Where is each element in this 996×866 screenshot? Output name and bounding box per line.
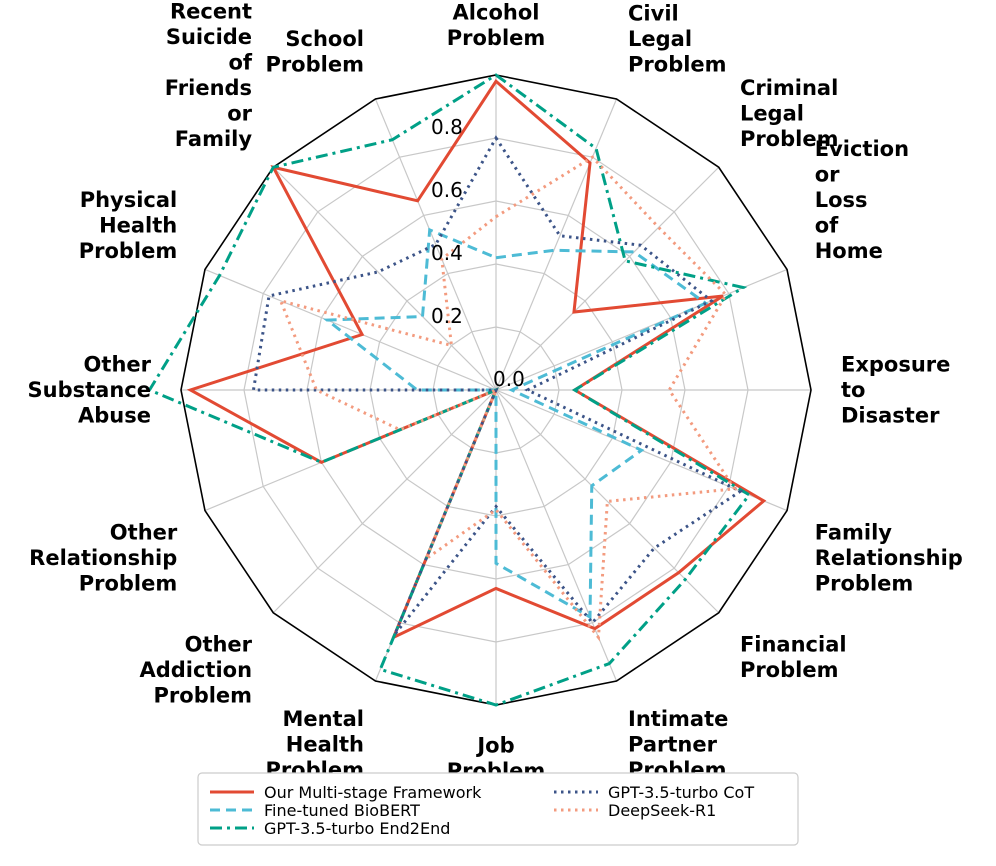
radial-tick-label: 0.2 (431, 304, 463, 328)
series-line-5 (278, 155, 738, 642)
category-label: Recent Suicide of Friends or Family (165, 0, 253, 151)
legend-label-3: GPT-3.5-turbo End2End (264, 819, 450, 838)
series-line-3 (147, 73, 752, 707)
category-label: Alcohol Problem (447, 1, 546, 51)
category-label: Exposure to Disaster (841, 352, 950, 427)
category-label: Family Relationship Problem (815, 521, 963, 596)
grid-spoke-14 (272, 166, 497, 391)
category-label: School Problem (265, 27, 364, 76)
category-label: Civil Legal Problem (628, 1, 727, 76)
radial-tick-label: 0.8 (431, 115, 463, 139)
category-label: Physical Health Problem (79, 188, 178, 263)
grid-spoke-15 (374, 98, 497, 391)
grid-spoke-6 (495, 389, 720, 614)
grid-spoke-10 (272, 389, 497, 614)
legend-label-5: DeepSeek-R1 (608, 801, 716, 820)
radial-tick-label: 0.6 (431, 178, 463, 202)
category-label: Intimate Partner Problem (628, 707, 728, 782)
grid-spoke-2 (495, 166, 720, 391)
category-label: Other Addiction Problem (139, 632, 252, 707)
grid-spoke-3 (495, 268, 788, 391)
series-line-1 (186, 79, 767, 641)
radial-tick-label: 0.0 (493, 367, 525, 391)
category-label: Other Substance Abuse (28, 352, 152, 427)
category-label: Criminal Legal Problem (740, 76, 839, 151)
grid-spoke-13 (204, 268, 497, 391)
legend-label-2: Fine-tuned BioBERT (264, 801, 420, 820)
grid-spoke-1 (495, 98, 618, 391)
legend-label-4: GPT-3.5-turbo CoT (608, 783, 754, 802)
category-label: Eviction or Loss of Home (815, 137, 909, 263)
category-label: Financial Problem (740, 632, 847, 682)
grid-spoke-7 (495, 389, 618, 682)
legend-box (197, 772, 799, 846)
legend-label-1: Our Multi-stage Framework (264, 783, 482, 802)
category-label: Other Relationship Problem (29, 521, 178, 596)
radial-tick-labels: 0.0 0.2 0.4 0.6 0.8 (431, 115, 525, 391)
radial-tick-label: 0.4 (431, 241, 463, 265)
series-layer (147, 73, 767, 707)
series-line-2 (323, 227, 709, 620)
category-label: Mental Health Problem (265, 707, 364, 782)
